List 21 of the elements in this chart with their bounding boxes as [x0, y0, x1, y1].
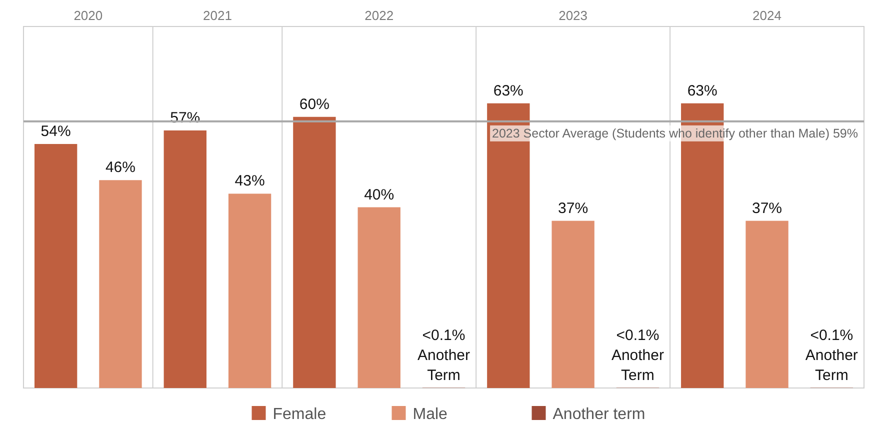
data-label: 40% — [364, 186, 394, 204]
x-tick-label: 2023 — [558, 8, 588, 23]
data-label: 46% — [105, 159, 136, 176]
data-label: 63% — [493, 82, 524, 100]
data-label: <0.1% Another Term — [417, 326, 470, 384]
legend-label: Male — [412, 406, 448, 423]
data-label: 54% — [40, 122, 71, 140]
data-label: 37% — [558, 200, 588, 217]
data-label: <0.1% Another Term — [805, 326, 858, 384]
data-label: 60% — [299, 96, 330, 113]
ref-line-label: 2023 Sector Average (Students who identify other than Male) 59% — [492, 126, 858, 140]
data-label: 43% — [234, 172, 265, 190]
x-tick-label: 2020 — [74, 8, 103, 23]
legend-label: Female — [272, 406, 326, 423]
x-tick-label: 2024 — [752, 8, 782, 23]
data-label: 37% — [752, 200, 782, 217]
x-tick-label: 2022 — [364, 8, 394, 23]
x-tick-label: 2021 — [203, 8, 232, 23]
legend-label: Another term — [552, 406, 646, 423]
data-label: 63% — [687, 82, 718, 100]
data-label: <0.1% Another Term — [611, 326, 664, 384]
